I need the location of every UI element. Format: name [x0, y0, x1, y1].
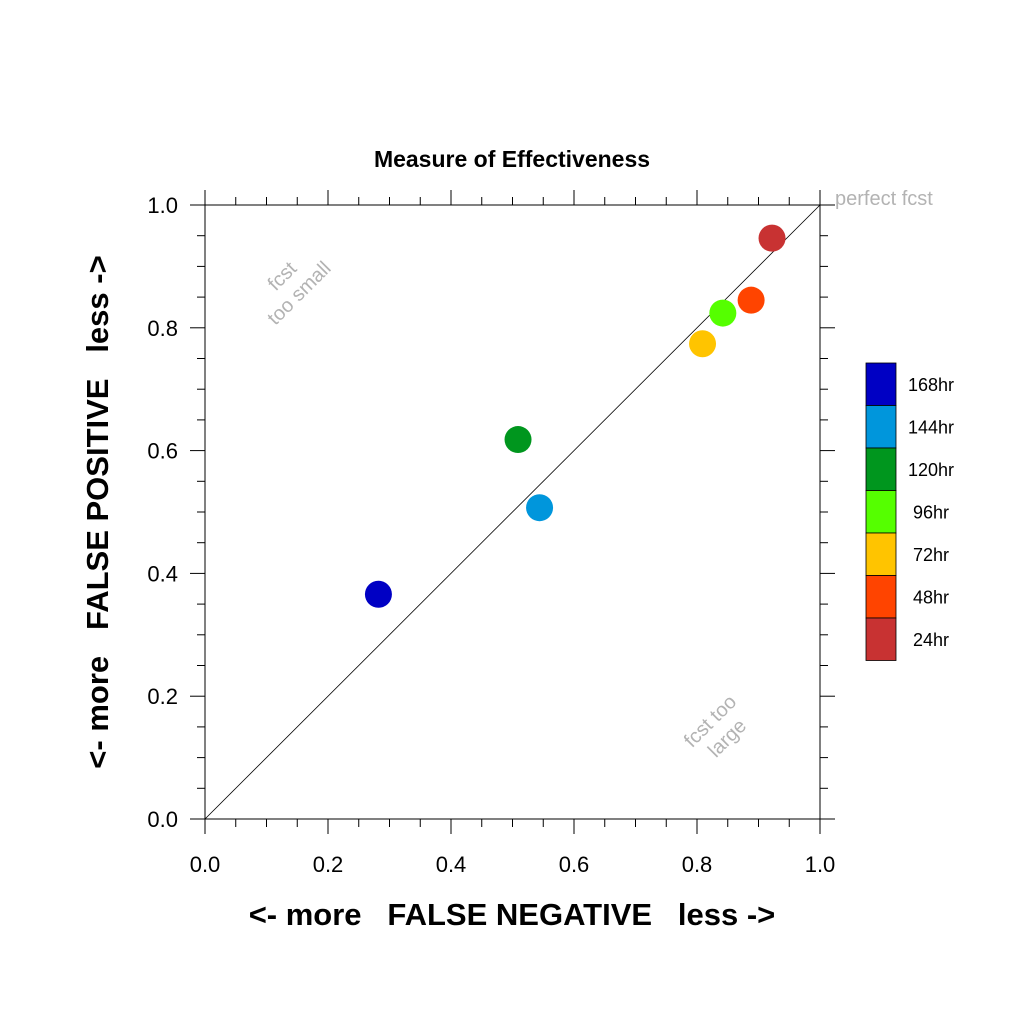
x-tick-label: 0.6: [559, 852, 590, 877]
legend-label-120hr: 120hr: [908, 460, 954, 480]
data-point-48hr: [737, 286, 765, 314]
data-point-168hr: [364, 580, 392, 608]
legend-swatch-96hr: [865, 490, 897, 534]
y-tick-label: 1.0: [147, 193, 178, 218]
data-point-144hr: [526, 494, 554, 522]
legend-swatch-144hr: [865, 405, 897, 449]
legend-label-168hr: 168hr: [908, 375, 954, 395]
y-tick-label: 0.4: [147, 561, 178, 586]
y-axis-label: <- more FALSE POSITIVE less ->: [80, 255, 115, 768]
x-tick-label: 0.0: [190, 852, 221, 877]
data-point-72hr: [689, 330, 717, 358]
axis-tick-labels: 0.0 0.2 0.4 0.6 0.8 1.0 0.0 0.2 0.4 0.6 0.8 1.0: [147, 193, 835, 877]
x-tick-label: 0.4: [436, 852, 467, 877]
perfect-fcst-annotation: perfect fcst: [835, 188, 933, 210]
x-tick-label: 0.8: [682, 852, 713, 877]
axis-ticks: [190, 190, 835, 834]
legend-label-144hr: 144hr: [908, 417, 954, 437]
y-tick-label: 0.8: [147, 316, 178, 341]
legend-label-48hr: 48hr: [913, 587, 949, 607]
legend-label-72hr: 72hr: [913, 545, 949, 565]
y-tick-label: 0.6: [147, 439, 178, 464]
y-tick-label: 0.2: [147, 684, 178, 709]
x-tick-label: 1.0: [805, 852, 836, 877]
legend-label-96hr: 96hr: [913, 502, 949, 522]
x-tick-label: 0.2: [313, 852, 344, 877]
data-point-120hr: [504, 426, 532, 454]
legend-label-24hr: 24hr: [913, 630, 949, 650]
data-points: [364, 224, 786, 608]
y-tick-label: 0.0: [147, 807, 178, 832]
data-point-96hr: [709, 299, 737, 327]
legend-swatch-48hr: [865, 575, 897, 619]
legend-swatch-120hr: [865, 447, 897, 491]
data-point-24hr: [758, 224, 786, 252]
legend-swatch-72hr: [865, 532, 897, 576]
legend: 168hr 144hr 120hr 96hr 72hr 48hr 24hr: [865, 362, 954, 661]
x-axis-label: <- more FALSE NEGATIVE less ->: [249, 897, 776, 932]
legend-swatch-24hr: [865, 617, 897, 661]
legend-swatch-168hr: [865, 362, 897, 406]
chart-title: Measure of Effectiveness: [374, 146, 650, 172]
